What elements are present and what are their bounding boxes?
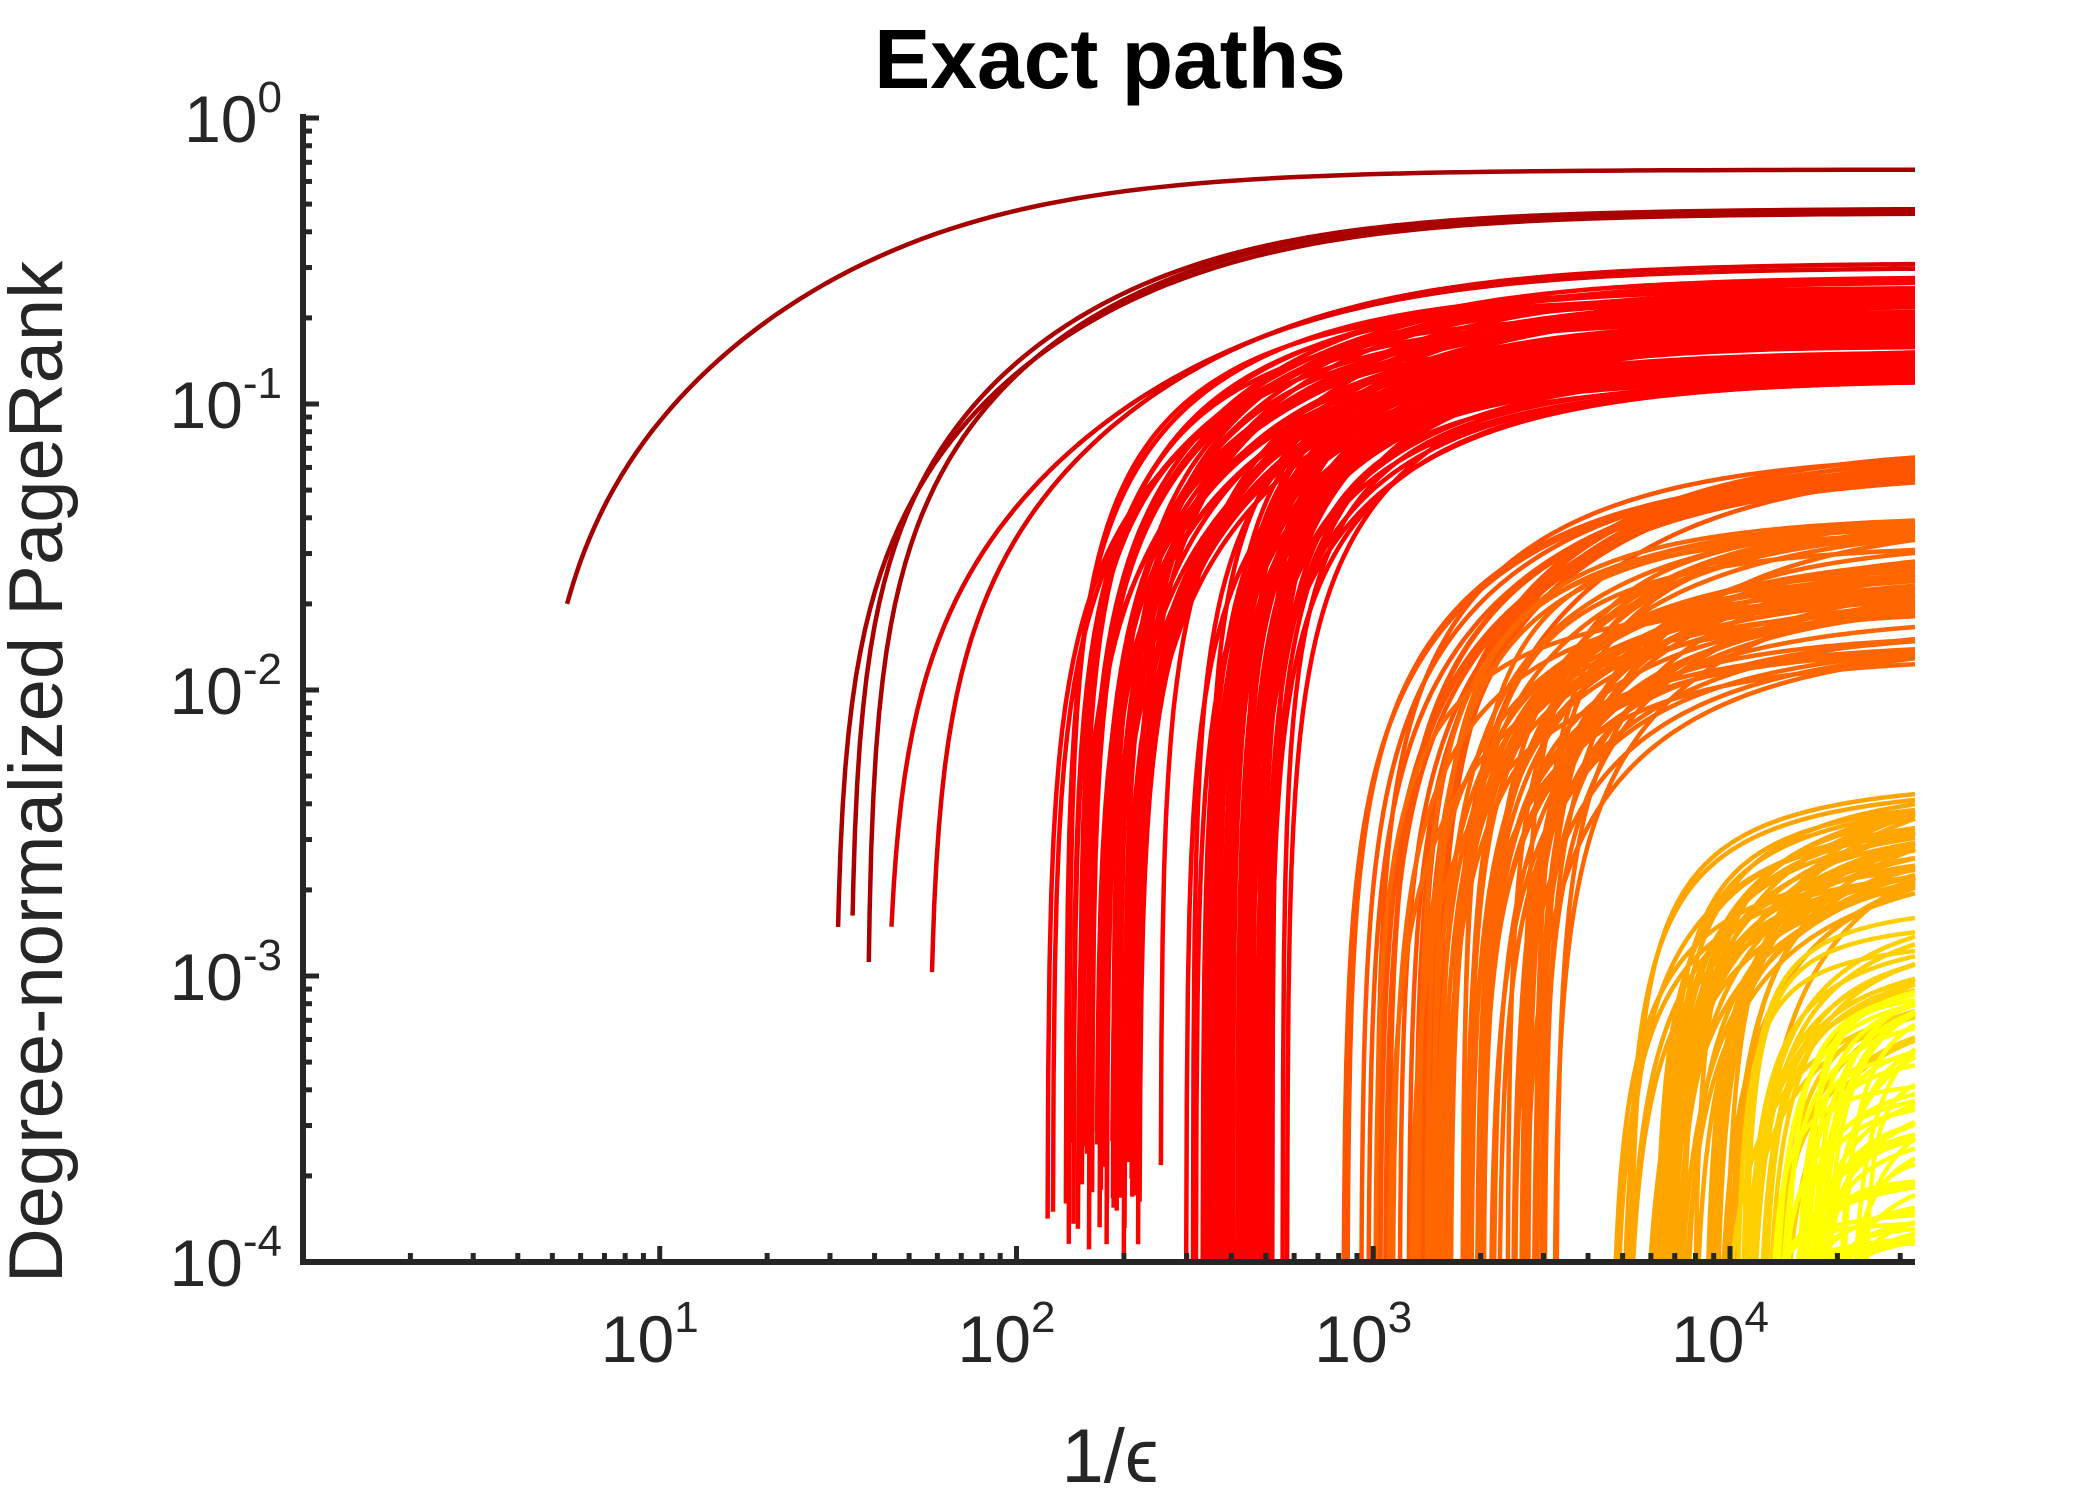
series-line-9-38 xyxy=(1811,1010,1916,1263)
series-line-9-47 xyxy=(1845,1192,1917,1265)
y-tick-label-3: 10-3 xyxy=(169,931,282,1014)
series-line-6-39 xyxy=(1461,521,1916,1263)
series-line-9-48 xyxy=(1825,1122,1916,1264)
series-line-8-15 xyxy=(1764,962,1916,1263)
series-line-1-0 xyxy=(835,211,1916,927)
series-line-6-53 xyxy=(1534,529,1916,1263)
series-line-6-52 xyxy=(1552,598,1916,1263)
series-line-5-17 xyxy=(1435,465,1916,1263)
y-tick-label-2: 10-2 xyxy=(169,645,282,728)
series-line-3-35 xyxy=(1158,294,1916,1166)
series-line-4-54 xyxy=(1280,377,1916,1263)
series-line-4-25 xyxy=(1219,343,1916,1263)
series-line-1-2 xyxy=(866,208,1916,963)
series-line-4-41 xyxy=(1241,334,1916,1263)
series-line-7-32 xyxy=(1693,816,1916,1263)
series-line-3-36 xyxy=(1117,280,1916,1198)
y-tick-label-4: 10-4 xyxy=(169,1217,282,1300)
y-tick-label-1: 10-1 xyxy=(169,359,282,442)
series-line-7-10 xyxy=(1625,797,1916,1263)
series-line-7-27 xyxy=(1665,801,1916,1263)
x-axis-label: 1/ϵ xyxy=(1062,1414,1159,1499)
series-line-6-36 xyxy=(1460,547,1916,1263)
series-line-7-41 xyxy=(1680,878,1916,1263)
series-line-8-0 xyxy=(1744,929,1916,1263)
series-layer xyxy=(564,167,1917,1265)
series-line-3-17 xyxy=(1084,275,1916,1154)
y-axis-label: Degree-normalized PageRank xyxy=(0,260,79,1283)
series-line-5-12 xyxy=(1374,457,1916,1263)
series-line-4-52 xyxy=(1255,375,1916,1263)
x-tick-label-0: 101 xyxy=(601,1293,699,1376)
series-line-4-53 xyxy=(1284,350,1916,1263)
series-line-8-14 xyxy=(1747,954,1916,1263)
series-line-9-49 xyxy=(1856,1219,1917,1265)
series-line-3-33 xyxy=(1121,299,1916,1261)
x-tick-label-3: 104 xyxy=(1671,1293,1769,1376)
chart-title: Exact paths xyxy=(874,12,1346,106)
series-line-6-59 xyxy=(1526,583,1916,1263)
series-line-8-1 xyxy=(1736,948,1916,1263)
series-line-6-54 xyxy=(1465,586,1916,1263)
series-line-6-45 xyxy=(1505,532,1916,1263)
series-line-6-58 xyxy=(1475,590,1916,1263)
series-line-4-49 xyxy=(1239,329,1916,1263)
series-line-9-45 xyxy=(1825,1011,1917,1263)
series-line-9-27 xyxy=(1806,997,1916,1262)
series-line-9-11 xyxy=(1776,1002,1916,1263)
series-line-8-18 xyxy=(1754,942,1916,1263)
series-line-4-51 xyxy=(1230,361,1916,1263)
x-tick-label-1: 102 xyxy=(958,1293,1056,1376)
series-line-2-1 xyxy=(929,261,1916,973)
series-line-9-43 xyxy=(1816,1238,1916,1265)
series-line-0-0 xyxy=(564,167,1915,605)
series-line-9-40 xyxy=(1820,1009,1917,1263)
series-line-6-56 xyxy=(1497,650,1916,1263)
axes-layer xyxy=(300,114,1915,1265)
series-line-6-57 xyxy=(1511,610,1916,1263)
series-line-6-46 xyxy=(1476,650,1916,1263)
tick-labels: 101 102 103 104 100 10-1 10-2 10-3 10-4 xyxy=(169,73,1769,1376)
series-line-8-2 xyxy=(1741,915,1916,1263)
series-line-7-43 xyxy=(1710,816,1916,1263)
series-line-9-35 xyxy=(1853,1047,1917,1264)
series-line-6-55 xyxy=(1523,656,1916,1263)
series-line-4-46 xyxy=(1230,326,1916,1263)
series-line-7-42 xyxy=(1677,812,1916,1263)
series-line-9-42 xyxy=(1812,1146,1916,1264)
y-tick-label-0: 100 xyxy=(184,73,282,156)
x-tick-label-2: 103 xyxy=(1314,1293,1412,1376)
